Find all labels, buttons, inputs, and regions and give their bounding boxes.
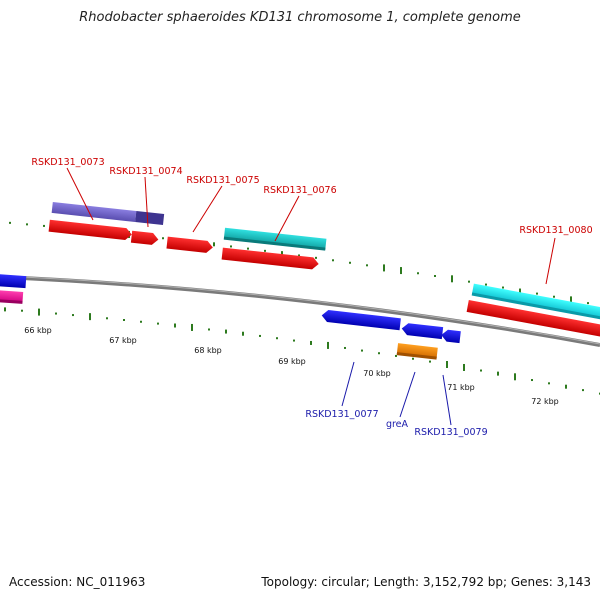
gene-label-rskd131-0077[interactable]: RSKD131_0077 <box>305 409 378 420</box>
gc-content-track-bottom <box>4 307 600 395</box>
gene-feature-rskd131-0080-shadow <box>471 292 600 321</box>
gene-feature-rskd131-0080[interactable] <box>471 283 600 321</box>
chromosome-backbone <box>0 275 600 347</box>
gene-label-rskd131-0076[interactable]: RSKD131_0076 <box>263 185 336 196</box>
scale-label: 66 kbp <box>24 326 52 335</box>
gene-arrow-blue-0077[interactable] <box>321 309 401 331</box>
gene-feature-rskd131-0073-end[interactable] <box>135 211 165 225</box>
gene-arrow-red-5[interactable] <box>466 300 600 340</box>
gene-label-rskd131-0075[interactable]: RSKD131_0075 <box>186 175 259 186</box>
gene-label-rskd131-0073[interactable]: RSKD131_0073 <box>31 157 104 168</box>
map-title: Rhodobacter sphaeroides KD131 chromosome… <box>79 10 521 25</box>
scale-label: 70 kbp <box>363 369 391 378</box>
scale-label: 71 kbp <box>447 383 475 392</box>
chromosome-backbone-highlight <box>0 275 600 345</box>
scale-label: 68 kbp <box>194 346 222 355</box>
scale-label: 72 kbp <box>531 397 559 406</box>
gene-feature-grea-shadow <box>396 352 437 360</box>
leader-lines <box>66 167 556 426</box>
gene-label-rskd131-0079[interactable]: RSKD131_0079 <box>414 427 487 438</box>
gene-arrow-red-2[interactable] <box>130 230 159 246</box>
scale-label: 69 kbp <box>278 357 306 366</box>
gene-feature-rskd131-0076[interactable] <box>223 227 327 250</box>
gene-arrow-blue-grea-area[interactable] <box>401 323 444 340</box>
gene-label-rskd131-0074[interactable]: RSKD131_0074 <box>109 166 182 177</box>
gene-feature-pink-left-shadow <box>0 298 23 304</box>
scale-label: 67 kbp <box>109 336 137 345</box>
gene-arrow-blue-0079[interactable] <box>441 329 461 344</box>
gene-label-rskd131-0080[interactable]: RSKD131_0080 <box>519 225 592 236</box>
gene-arrow-red-3[interactable] <box>166 236 213 254</box>
gene-arrow-red-4[interactable] <box>221 247 320 270</box>
gene-feature-rskd131-0076-shadow <box>223 236 326 251</box>
accession-text: Accession: NC_011963 <box>9 575 146 589</box>
gene-arrow-blue-left[interactable] <box>0 274 27 289</box>
gene-feature-rskd131-0073[interactable] <box>51 201 137 222</box>
genome-summary-text: Topology: circular; Length: 3,152,792 bp… <box>261 575 591 589</box>
gene-label-grea[interactable]: greA <box>386 419 409 430</box>
scale-labels: 66 kbp 67 kbp 68 kbp 69 kbp 70 kbp 71 kbp 72 k… <box>24 326 559 406</box>
gene-arrow-red-1[interactable] <box>48 219 133 241</box>
